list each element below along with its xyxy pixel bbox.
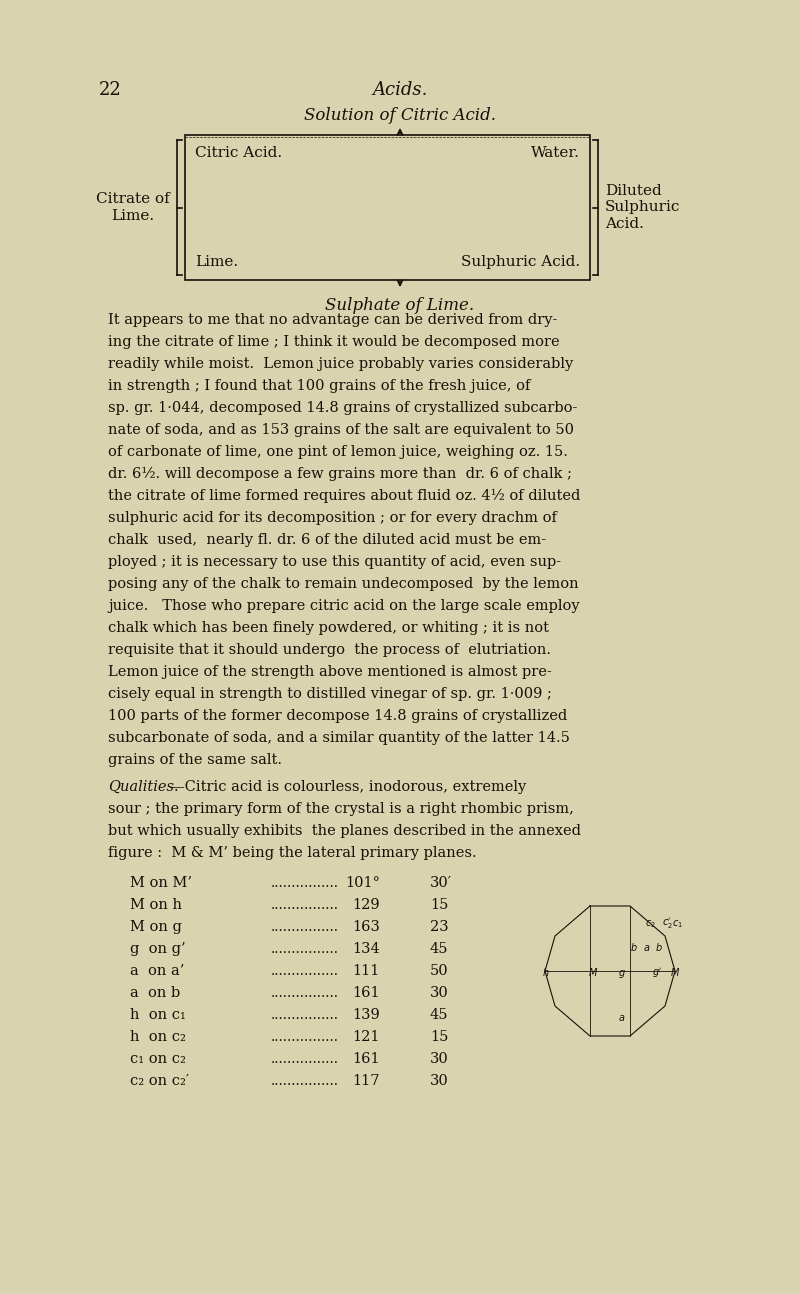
Text: 100 parts of the former decompose 14.8 grains of crystallized: 100 parts of the former decompose 14.8 g… [108,709,567,723]
Text: $a$: $a$ [618,1013,626,1024]
Text: sulphuric acid for its decomposition ; or for every drachm of: sulphuric acid for its decomposition ; o… [108,511,557,525]
Text: ................: ................ [271,1074,339,1088]
Text: 139: 139 [352,1008,380,1022]
Text: ................: ................ [271,1030,339,1044]
Text: $M$: $M$ [588,967,598,978]
Text: ................: ................ [271,876,339,890]
Text: Diluted
Sulphuric
Acid.: Diluted Sulphuric Acid. [605,184,680,230]
Text: ing the citrate of lime ; I think it would be decomposed more: ing the citrate of lime ; I think it wou… [108,335,560,349]
Text: 15: 15 [430,1030,448,1044]
Text: $g$: $g$ [618,968,626,980]
Text: $c_2'$: $c_2'$ [662,916,673,930]
Text: c₂ on c₂′: c₂ on c₂′ [130,1074,190,1088]
Text: a  on b: a on b [130,986,180,1000]
Text: 50: 50 [430,964,449,978]
Text: h  on c₁: h on c₁ [130,1008,186,1022]
Text: 45: 45 [430,942,449,956]
Text: M on h: M on h [130,898,182,912]
Text: a  on a’: a on a’ [130,964,184,978]
Text: ................: ................ [271,1008,339,1022]
Text: subcarbonate of soda, and a similar quantity of the latter 14.5: subcarbonate of soda, and a similar quan… [108,731,570,745]
Text: ................: ................ [271,942,339,956]
Text: Sulphate of Lime.: Sulphate of Lime. [326,296,474,313]
Text: $a$: $a$ [643,943,650,952]
Text: Citrate of
Lime.: Citrate of Lime. [96,193,170,223]
Text: readily while moist.  Lemon juice probably varies considerably: readily while moist. Lemon juice probabl… [108,357,574,371]
Text: ................: ................ [271,1052,339,1066]
Text: ................: ................ [271,964,339,978]
Text: 45: 45 [430,1008,449,1022]
Text: Lemon juice of the strength above mentioned is almost pre-: Lemon juice of the strength above mentio… [108,665,552,679]
Text: $b$: $b$ [655,941,662,952]
Text: Lime.: Lime. [195,255,238,269]
Text: $g'$: $g'$ [652,967,662,980]
Text: sour ; the primary form of the crystal is a right rhombic prism,: sour ; the primary form of the crystal i… [108,802,574,817]
Text: 134: 134 [352,942,380,956]
Text: $M$: $M$ [670,967,680,978]
Text: g  on g’: g on g’ [130,942,186,956]
Text: nate of soda, and as 153 grains of the salt are equivalent to 50: nate of soda, and as 153 grains of the s… [108,423,574,437]
Text: but which usually exhibits  the planes described in the annexed: but which usually exhibits the planes de… [108,824,581,839]
Text: Acids.: Acids. [372,82,428,100]
Text: 23: 23 [430,920,449,934]
Text: $h$: $h$ [542,967,550,978]
Text: 30: 30 [430,986,449,1000]
Text: sp. gr. 1·044, decomposed 14.8 grains of crystallized subcarbo-: sp. gr. 1·044, decomposed 14.8 grains of… [108,401,578,415]
Text: in strength ; I found that 100 grains of the fresh juice, of: in strength ; I found that 100 grains of… [108,379,530,393]
Text: ................: ................ [271,920,339,934]
Text: M on g: M on g [130,920,182,934]
Text: Water.: Water. [531,146,580,160]
Text: Citric Acid.: Citric Acid. [195,146,282,160]
Text: ployed ; it is necessary to use this quantity of acid, even sup-: ployed ; it is necessary to use this qua… [108,555,561,569]
Text: 30: 30 [430,1074,449,1088]
Text: posing any of the chalk to remain undecomposed  by the lemon: posing any of the chalk to remain undeco… [108,577,578,591]
Text: 163: 163 [352,920,380,934]
Text: M on M’: M on M’ [130,876,192,890]
Text: chalk which has been finely powdered, or whiting ; it is not: chalk which has been finely powdered, or… [108,621,549,635]
Text: 30: 30 [430,1052,449,1066]
Text: grains of the same salt.: grains of the same salt. [108,753,282,767]
Text: requisite that it should undergo  the process of  elutriation.: requisite that it should undergo the pro… [108,643,551,657]
Text: chalk  used,  nearly fl. dr. 6 of the diluted acid must be em-: chalk used, nearly fl. dr. 6 of the dilu… [108,533,546,547]
Text: $c_2$: $c_2$ [645,917,656,930]
Text: c₁ on c₂: c₁ on c₂ [130,1052,186,1066]
Text: It appears to me that no advantage can be derived from dry-: It appears to me that no advantage can b… [108,313,558,327]
Text: 121: 121 [353,1030,380,1044]
Text: Solution of Citric Acid.: Solution of Citric Acid. [304,106,496,123]
Text: of carbonate of lime, one pint of lemon juice, weighing oz. 15.: of carbonate of lime, one pint of lemon … [108,445,568,459]
Bar [185,135,590,280]
Text: Qualities.: Qualities. [108,780,178,795]
Text: 129: 129 [352,898,380,912]
Text: 101°: 101° [345,876,380,890]
Text: Sulphuric Acid.: Sulphuric Acid. [461,255,580,269]
Text: 111: 111 [353,964,380,978]
Text: cisely equal in strength to distilled vinegar of sp. gr. 1·009 ;: cisely equal in strength to distilled vi… [108,687,552,701]
Text: $c_1$: $c_1$ [672,917,683,930]
Text: —Citric acid is colourless, inodorous, extremely: —Citric acid is colourless, inodorous, e… [170,780,526,795]
Text: dr. 6½. will decompose a few grains more than  dr. 6 of chalk ;: dr. 6½. will decompose a few grains more… [108,467,572,481]
Text: $b$: $b$ [630,941,638,952]
Text: juice.   Those who prepare citric acid on the large scale employ: juice. Those who prepare citric acid on … [108,599,580,613]
Text: ................: ................ [271,986,339,1000]
Text: 22: 22 [98,82,122,100]
Text: h  on c₂: h on c₂ [130,1030,186,1044]
Text: 161: 161 [352,986,380,1000]
Text: figure :  M & M’ being the lateral primary planes.: figure : M & M’ being the lateral primar… [108,846,477,861]
Text: 161: 161 [352,1052,380,1066]
Text: ................: ................ [271,898,339,912]
Text: the citrate of lime formed requires about fluid oz. 4½ of diluted: the citrate of lime formed requires abou… [108,489,580,503]
Text: 117: 117 [353,1074,380,1088]
Text: 15: 15 [430,898,448,912]
Text: 30′: 30′ [430,876,452,890]
